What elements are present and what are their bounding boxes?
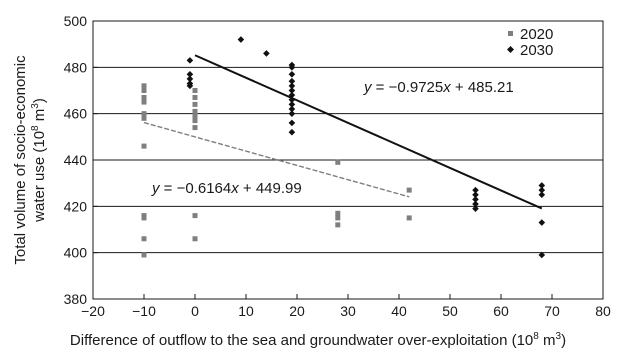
- point-2020: [406, 187, 412, 193]
- point-2030: [538, 186, 546, 194]
- point-2020: [406, 215, 412, 221]
- point-2030: [186, 75, 194, 83]
- x-tick-label: 60: [493, 303, 509, 319]
- trend-line-2030: [194, 54, 543, 210]
- fit-equation-2030: y = −0.9725x + 485.21: [363, 79, 514, 96]
- point-2030: [186, 57, 194, 64]
- point-2030: [538, 251, 546, 259]
- x-tick-label: 70: [544, 303, 560, 319]
- point-2030: [237, 36, 245, 43]
- point-2030: [288, 82, 296, 90]
- point-2030: [538, 191, 546, 199]
- x-tick-label: 20: [289, 303, 305, 319]
- y-axis-ticks: 380 400 420 440 460 480 500: [64, 13, 98, 307]
- y-tick-label: 460: [64, 106, 88, 122]
- trend-lines: [143, 54, 543, 210]
- point-2030: [288, 64, 296, 71]
- point-2020: [192, 113, 198, 119]
- y-tick-label: 420: [64, 198, 88, 214]
- point-2030: [186, 70, 194, 78]
- point-2020: [141, 252, 147, 258]
- point-2020: [192, 94, 198, 100]
- point-2030: [472, 200, 479, 208]
- x-tick-label: 50: [442, 303, 458, 319]
- point-2030: [472, 205, 479, 212]
- point-2020: [192, 236, 198, 242]
- point-2030: [288, 105, 296, 113]
- point-2030: [288, 101, 296, 108]
- legend-marker-2030: [507, 46, 514, 53]
- point-2020: [141, 83, 147, 89]
- x-tick-label: 40: [391, 303, 407, 319]
- point-2020: [141, 88, 147, 93]
- point-2030: [472, 191, 479, 199]
- point-2020: [335, 210, 341, 216]
- grid-lines: [93, 66, 603, 254]
- x-tick-label: −10: [132, 303, 156, 319]
- fit-equation-2020: y = −0.6164x + 449.99: [151, 180, 302, 197]
- x-tick-label: 30: [340, 303, 356, 319]
- point-2030: [288, 87, 296, 94]
- point-2030: [472, 186, 479, 194]
- point-2020: [141, 94, 147, 100]
- point-2020: [141, 115, 147, 121]
- x-tick-label: −20: [81, 303, 105, 319]
- point-2030: [538, 182, 546, 189]
- point-2020: [335, 159, 341, 165]
- point-2020: [192, 213, 198, 219]
- y-axis-label-line1: Total volume of socio-economic: [12, 55, 29, 265]
- point-2030: [288, 77, 296, 85]
- x-axis-label: Difference of outflow to the sea and gro…: [70, 331, 566, 349]
- point-2020: [192, 125, 198, 131]
- y-tick-label: 400: [64, 245, 88, 261]
- y-tick-label: 500: [64, 13, 88, 29]
- point-2030: [538, 219, 546, 226]
- point-2030: [186, 82, 194, 90]
- point-2020: [192, 101, 198, 107]
- point-2030: [288, 119, 296, 127]
- point-2030: [263, 50, 270, 57]
- point-2020: [141, 143, 147, 149]
- point-2020: [141, 99, 147, 105]
- point-2030: [288, 96, 296, 104]
- point-2030: [288, 91, 296, 99]
- point-2020: [335, 215, 341, 221]
- x-tick-label: 80: [595, 303, 611, 319]
- y-tick-label: 480: [64, 59, 88, 75]
- point-2020: [141, 236, 147, 242]
- legend: 2020 2030: [507, 26, 553, 59]
- point-2020: [192, 88, 198, 93]
- legend-label-2020: 2020: [520, 26, 553, 43]
- data-points: [141, 36, 546, 259]
- point-2020: [192, 108, 198, 114]
- point-2030: [472, 196, 479, 203]
- point-2030: [288, 110, 296, 117]
- y-tick-label: 440: [64, 152, 88, 168]
- point-2020: [335, 222, 341, 228]
- trend-line-2020: [143, 121, 410, 198]
- x-axis-ticks: −20 −10 0 10 20 30 40 50 60 70 80: [81, 294, 611, 319]
- legend-marker-2020: [508, 31, 513, 36]
- point-2030: [288, 128, 296, 136]
- point-2020: [141, 111, 147, 117]
- y-axis-label-line2: water use (108 m3): [30, 98, 48, 223]
- y-tick-label: 380: [64, 291, 88, 307]
- legend-label-2030: 2030: [520, 42, 553, 59]
- x-tick-label: 10: [238, 303, 254, 319]
- x-tick-label: 0: [191, 303, 199, 319]
- point-2020: [192, 118, 198, 124]
- point-2020: [141, 215, 147, 221]
- point-2030: [288, 70, 296, 78]
